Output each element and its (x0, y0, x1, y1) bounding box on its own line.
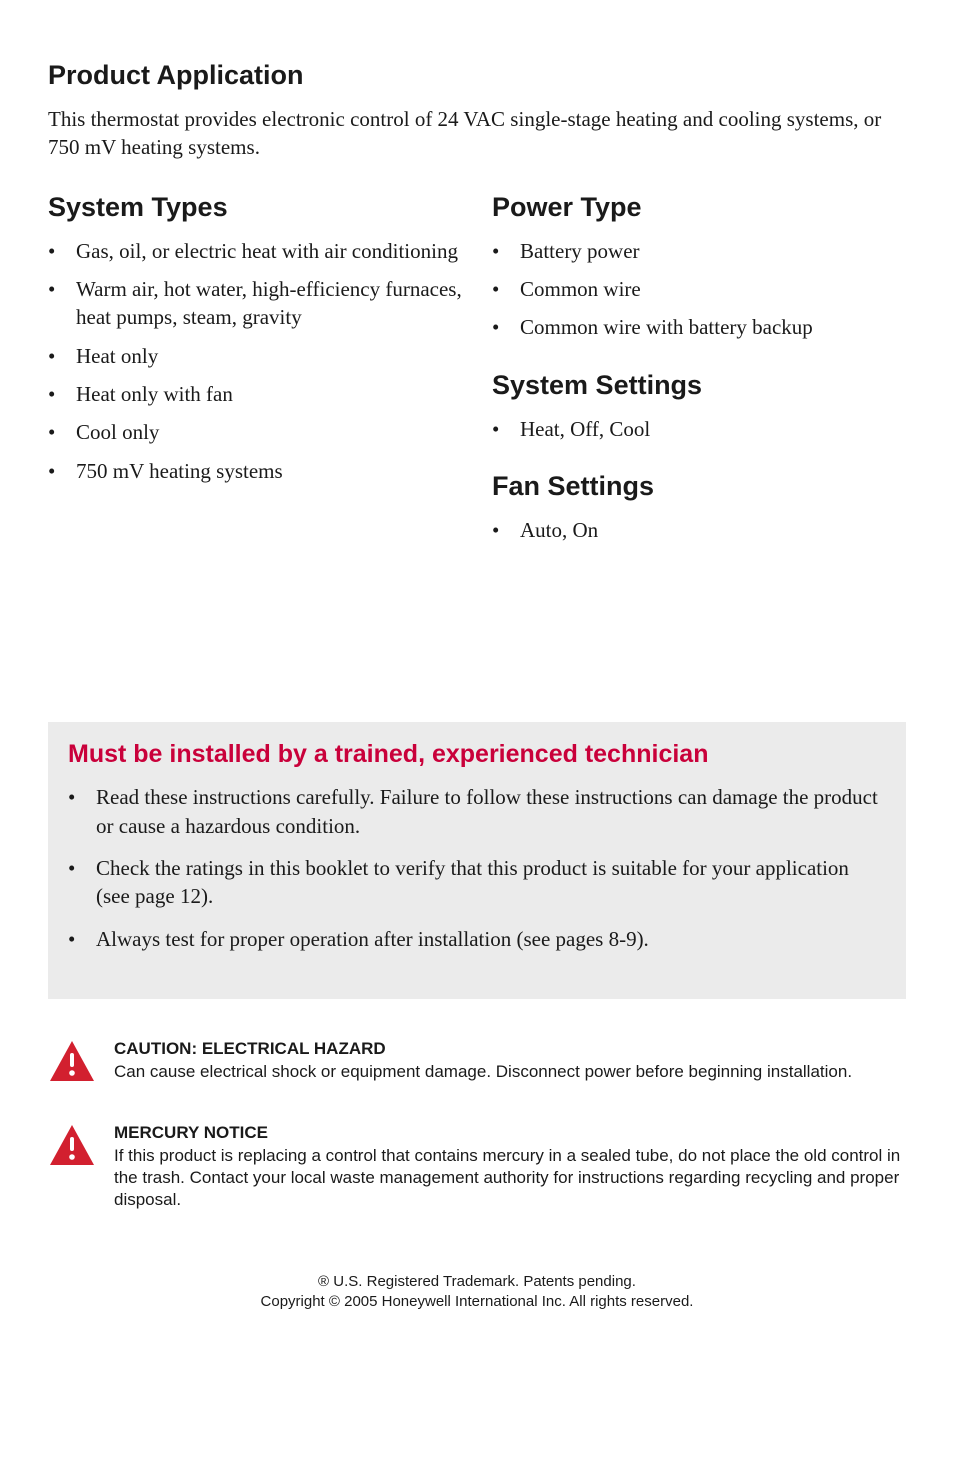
mercury-notice-body: If this product is replacing a control t… (114, 1145, 906, 1211)
list-item: Heat only with fan (48, 380, 462, 408)
fan-settings-list: Auto, On (492, 516, 906, 544)
mercury-notice-text: MERCURY NOTICE If this product is replac… (114, 1123, 906, 1211)
install-warning-list: Read these instructions carefully. Failu… (68, 783, 886, 953)
warning-triangle-icon (48, 1123, 96, 1167)
document-page: Product Application This thermostat prov… (0, 0, 954, 1352)
list-item: Warm air, hot water, high-efficiency fur… (48, 275, 462, 332)
footer-line-1: ® U.S. Registered Trademark. Patents pen… (48, 1272, 906, 1292)
caution-electrical-text: CAUTION: ELECTRICAL HAZARD Can cause ele… (114, 1039, 906, 1083)
right-column: Power Type Battery power Common wire Com… (492, 192, 906, 573)
list-item: Heat, Off, Cool (492, 415, 906, 443)
footer: ® U.S. Registered Trademark. Patents pen… (48, 1272, 906, 1313)
list-item: Battery power (492, 237, 906, 265)
install-warning-box: Must be installed by a trained, experien… (48, 722, 906, 999)
warning-triangle-icon (48, 1039, 96, 1083)
product-application-body: This thermostat provides electronic cont… (48, 105, 906, 162)
list-item: 750 mV heating systems (48, 457, 462, 485)
list-item: Cool only (48, 418, 462, 446)
list-item: Always test for proper operation after i… (68, 925, 886, 953)
list-item: Common wire with battery backup (492, 313, 906, 341)
system-settings-heading: System Settings (492, 370, 906, 401)
caution-electrical-body: Can cause electrical shock or equipment … (114, 1061, 906, 1083)
mercury-notice-block: MERCURY NOTICE If this product is replac… (48, 1123, 906, 1211)
mercury-notice-title: MERCURY NOTICE (114, 1123, 906, 1143)
install-warning-heading: Must be installed by a trained, experien… (68, 740, 886, 769)
list-item: Gas, oil, or electric heat with air cond… (48, 237, 462, 265)
list-item: Check the ratings in this booklet to ver… (68, 854, 886, 911)
list-item: Heat only (48, 342, 462, 370)
two-column-layout: System Types Gas, oil, or electric heat … (48, 192, 906, 573)
list-item: Auto, On (492, 516, 906, 544)
power-type-list: Battery power Common wire Common wire wi… (492, 237, 906, 342)
left-column: System Types Gas, oil, or electric heat … (48, 192, 462, 573)
caution-electrical-title: CAUTION: ELECTRICAL HAZARD (114, 1039, 906, 1059)
footer-line-2: Copyright © 2005 Honeywell International… (48, 1292, 906, 1312)
list-item: Common wire (492, 275, 906, 303)
caution-electrical-block: CAUTION: ELECTRICAL HAZARD Can cause ele… (48, 1039, 906, 1083)
system-settings-list: Heat, Off, Cool (492, 415, 906, 443)
list-item: Read these instructions carefully. Failu… (68, 783, 886, 840)
system-types-heading: System Types (48, 192, 462, 223)
power-type-heading: Power Type (492, 192, 906, 223)
system-types-list: Gas, oil, or electric heat with air cond… (48, 237, 462, 485)
fan-settings-heading: Fan Settings (492, 471, 906, 502)
product-application-heading: Product Application (48, 60, 906, 91)
